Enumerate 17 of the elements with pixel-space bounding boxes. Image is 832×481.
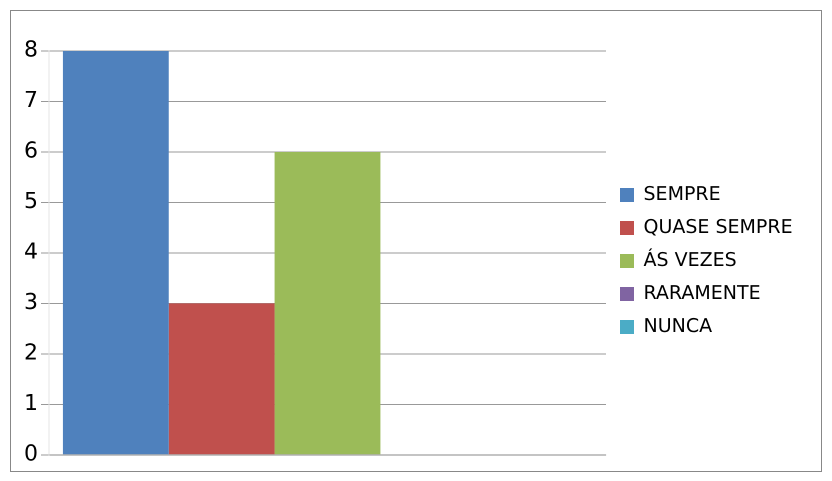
y-tick-label: 3 bbox=[24, 290, 38, 316]
y-tick-label: 2 bbox=[24, 340, 38, 366]
bar bbox=[274, 152, 380, 454]
legend-label: QUASE SEMPRE bbox=[644, 216, 793, 238]
bar bbox=[168, 303, 275, 454]
y-tick-label: 0 bbox=[24, 442, 38, 467]
y-tick-label: 6 bbox=[24, 138, 38, 164]
y-tick-label: 4 bbox=[24, 240, 38, 265]
y-tick-label: 5 bbox=[24, 189, 38, 214]
y-tick-label: 1 bbox=[24, 391, 38, 416]
y-tick-label: 7 bbox=[24, 88, 38, 114]
bar bbox=[62, 51, 169, 454]
legend-label: NUNCA bbox=[644, 314, 712, 337]
legend-label: RARAMENTE bbox=[644, 282, 761, 304]
legend-label: SEMPRE bbox=[644, 182, 721, 205]
y-tick-label: 8 bbox=[24, 38, 38, 63]
legend-label: ÁS VEZES bbox=[644, 248, 737, 271]
